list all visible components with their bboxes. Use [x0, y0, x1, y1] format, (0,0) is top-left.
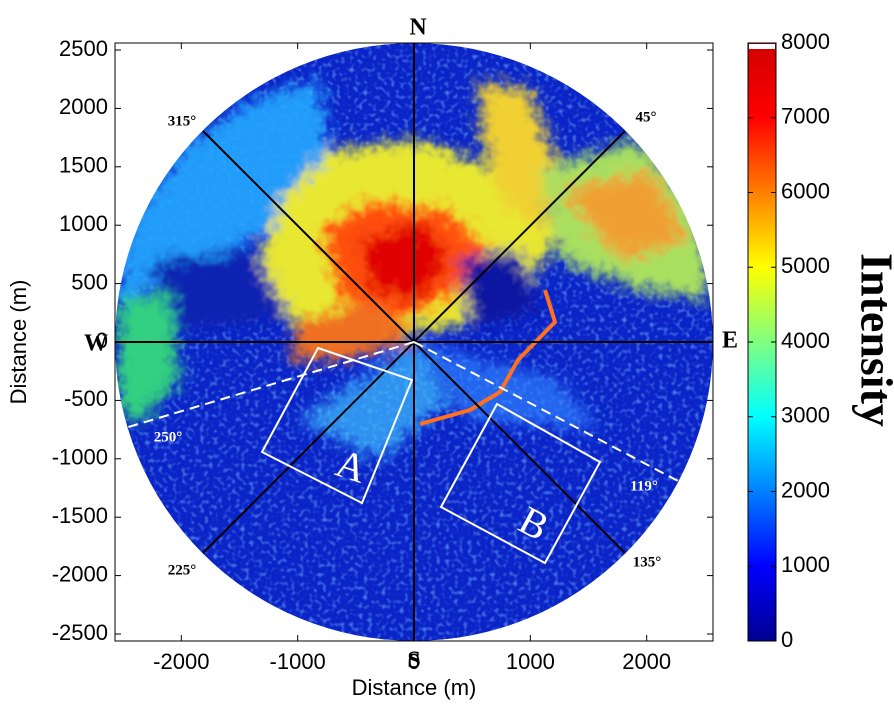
- x-axis-label: Distance (m): [352, 675, 477, 700]
- colorbar-label: Intensity: [851, 253, 894, 427]
- box-a: [260, 346, 414, 505]
- y-tick-label: -2000: [52, 561, 108, 586]
- colorbar-tick-label: 7000: [781, 104, 830, 129]
- annotation: 315°: [168, 113, 197, 129]
- y-tick-label: 2500: [59, 36, 108, 61]
- annotation: S: [407, 648, 420, 674]
- sector-line: [413, 341, 681, 483]
- x-tick-label: 0: [408, 649, 420, 674]
- sector-lines: [124, 341, 681, 483]
- coastline-echo: [419, 289, 558, 426]
- y-tick-label: 500: [71, 269, 108, 294]
- colorbar-tick-label: 1000: [781, 552, 830, 577]
- annotation: E: [722, 328, 738, 354]
- box-b: [439, 402, 602, 565]
- colorbar-tick-label: 0: [781, 627, 793, 652]
- echo-regions: [115, 80, 710, 460]
- y-tick-label: -1000: [52, 445, 108, 470]
- colorbar-tick-label: 4000: [781, 328, 830, 353]
- y-tick-label: 1500: [59, 153, 108, 178]
- colorbar-tick-label: 2000: [781, 477, 830, 502]
- colorbar-tick-label: 5000: [781, 253, 830, 278]
- colorbar-tick-label: 6000: [781, 178, 830, 203]
- x-tick-label: 1000: [506, 649, 555, 674]
- annotation: 250°: [154, 429, 183, 445]
- y-tick-label: 1000: [59, 211, 108, 236]
- annotation: W: [84, 331, 108, 357]
- y-tick-label: -2500: [52, 620, 108, 645]
- colorbar-tick-label: 3000: [781, 403, 830, 428]
- x-tick-label: -1000: [270, 649, 326, 674]
- annotation: 45°: [636, 109, 657, 125]
- y-axis-label: Distance (m): [6, 280, 31, 405]
- annotation: 119°: [630, 478, 658, 494]
- colorbar-cap: [749, 44, 775, 49]
- y-tick-label: -500: [64, 386, 108, 411]
- y-tick-label: 0: [96, 328, 108, 353]
- x-tick-label: -2000: [153, 649, 209, 674]
- annotation: 225°: [168, 562, 197, 578]
- y-tick-label: 2000: [59, 94, 108, 119]
- colorbar-tick-label: 8000: [781, 29, 830, 54]
- x-tick-label: 2000: [622, 649, 671, 674]
- annotation: 135°: [633, 554, 662, 570]
- sector-line: [124, 341, 415, 429]
- annotation: N: [409, 15, 427, 41]
- y-tick-label: -1500: [52, 503, 108, 528]
